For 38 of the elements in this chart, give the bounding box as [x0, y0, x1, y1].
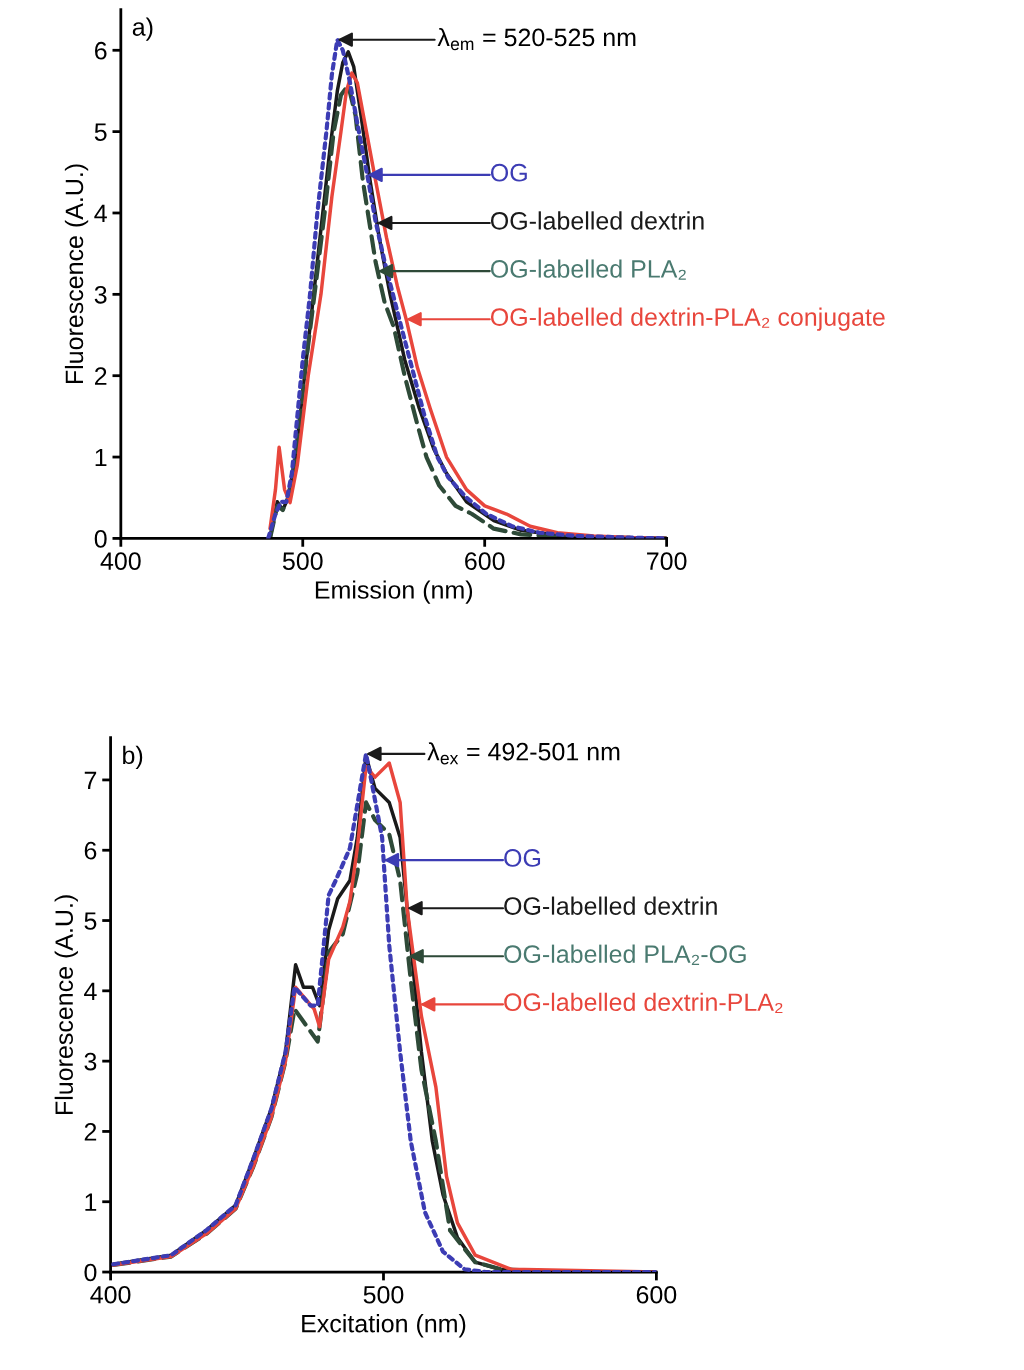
legend-label: OG-labelled PLA₂ — [490, 259, 686, 280]
y-axis-title: Fluorescence (A.U.) — [64, 164, 89, 384]
y-tick-label: 0 — [84, 1263, 97, 1282]
y-tick-label: 3 — [94, 285, 107, 304]
legend-label: OG-labelled dextrin-PLA₂ conjugate — [490, 307, 885, 331]
y-tick-label: 2 — [84, 1123, 97, 1141]
y-tick-label: 3 — [84, 1052, 97, 1071]
legend-label: OG — [504, 849, 541, 867]
x-axis-title: Emission (nm) — [315, 580, 473, 604]
y-tick-label: 5 — [84, 912, 97, 930]
x-tick-label: 400 — [90, 1285, 131, 1304]
legend-label: OG — [490, 163, 527, 182]
y-tick-label: 6 — [84, 841, 97, 860]
y-axis-title: Fluorescence (A.U.) — [54, 895, 78, 1114]
y-tick-label: 1 — [85, 1193, 97, 1211]
annotation: b) — [123, 745, 143, 770]
x-tick-label: 400 — [100, 552, 141, 570]
legend-label: OG-labelled dextrin — [504, 896, 717, 915]
annotation: a) — [132, 17, 153, 41]
y-tick-label: 6 — [95, 41, 107, 60]
y-tick-label: 0 — [94, 530, 107, 548]
x-axis-title: Excitation (nm) — [302, 1314, 466, 1338]
legend-label: OG-labelled PLA₂-OG — [504, 944, 746, 965]
x-tick-label: 600 — [465, 552, 505, 570]
legend-label: OG-labelled dextrin — [490, 211, 704, 230]
legend-label: OG-labelled dextrin-PLA₂ — [504, 992, 783, 1013]
y-tick-label: 1 — [95, 448, 107, 467]
y-tick-label: 4 — [94, 204, 107, 223]
x-tick-label: 700 — [647, 552, 687, 570]
x-tick-label: 600 — [636, 1285, 677, 1304]
y-tick-label: 5 — [94, 123, 107, 141]
y-tick-label: 4 — [84, 982, 97, 1000]
annotation: λ$_{em}$ = 520-525 nm — [437, 27, 636, 51]
y-tick-label: 7 — [84, 771, 97, 789]
annotation: λ$_{ex}$ = 492-501 nm — [427, 742, 620, 765]
y-tick-label: 2 — [94, 367, 107, 385]
x-tick-label: 500 — [282, 552, 323, 570]
x-tick-label: 500 — [363, 1285, 404, 1304]
